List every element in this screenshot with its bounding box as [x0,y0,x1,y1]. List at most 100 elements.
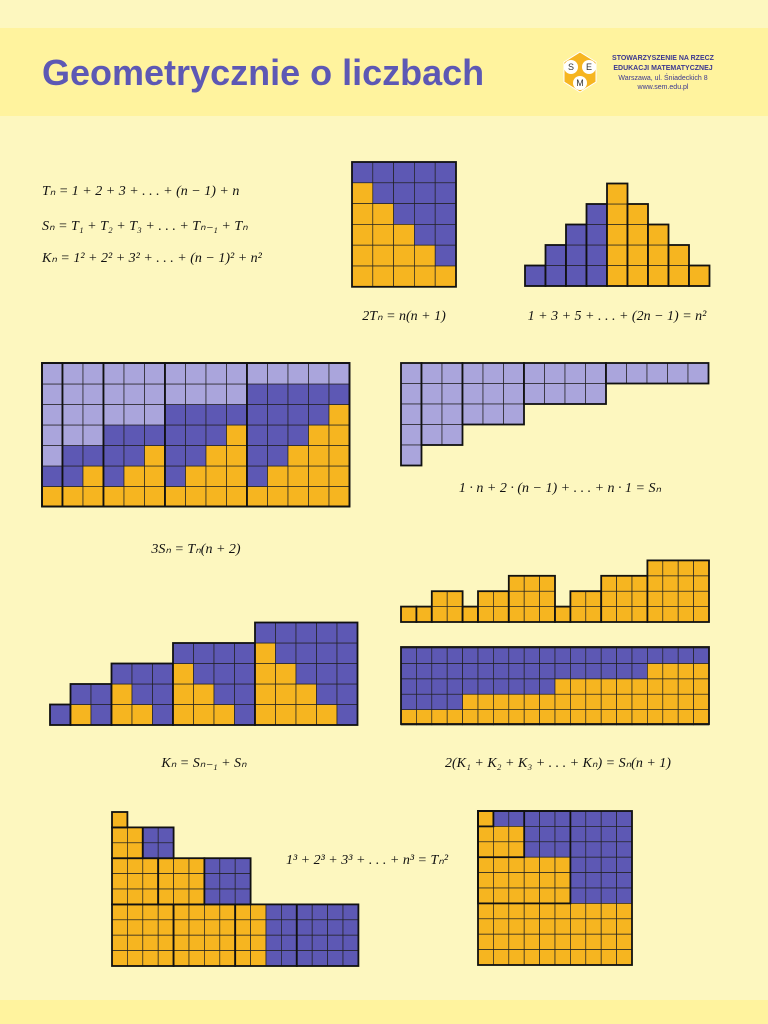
cell [265,919,282,936]
cell [308,486,330,508]
cell [462,709,479,726]
cell [327,934,344,951]
cell [570,678,587,695]
cell [393,265,415,288]
cell [693,575,710,592]
cell [267,424,289,446]
cell [462,647,479,664]
cell [600,709,617,726]
cell [62,404,84,426]
cell [188,919,205,936]
cell [164,424,186,446]
cell [142,919,159,936]
cell [41,383,63,405]
cell [188,888,205,905]
cell [90,683,112,705]
cell [173,873,190,890]
cell [142,873,159,890]
cell [554,918,571,935]
formula: 2(K₁ + K₂ + K₃ + . . . + Kₙ) = Sₙ(n + 1) [445,756,671,771]
cell [336,642,358,664]
block-outline [605,362,710,385]
cell [523,856,540,873]
cell [600,887,617,904]
cell [308,363,330,385]
cell [523,841,540,858]
rectangle-diagram [351,161,457,288]
cell [219,934,236,951]
cell [267,445,289,467]
logo-circle [573,76,587,90]
block-outline [141,826,175,860]
cell [539,709,556,726]
cell [570,663,587,680]
cell [523,663,540,680]
cell [508,693,525,710]
cell [600,693,617,710]
cell [295,642,317,664]
cell [111,663,133,685]
cell [600,826,617,843]
cell [328,424,350,446]
cell [446,647,463,664]
cell [586,265,608,287]
cell [287,445,309,467]
cell [127,934,144,951]
block-outline [477,810,633,966]
cell [508,872,525,889]
cell [627,244,649,266]
cell [523,606,540,623]
cell [219,904,236,921]
cell [316,704,338,726]
formula: Kₙ = 1² + 2² + 3² + . . . + (n − 1)² + n… [41,251,263,266]
cell [508,887,525,904]
cell [554,663,571,680]
cell [431,693,448,710]
cell [250,950,267,967]
cell [414,203,436,225]
tetrahedral-diagram [41,362,351,508]
cell [226,486,248,508]
cell [308,424,330,446]
cell [616,887,633,904]
cell [523,887,540,904]
cell [662,606,679,623]
cell [142,842,159,859]
cell [164,465,186,487]
cell [554,949,571,966]
cell [667,362,689,384]
cell [265,934,282,951]
cell [185,383,207,405]
cell [606,183,628,205]
cell [123,424,145,446]
cell [372,182,394,204]
cell [400,606,417,623]
cell [41,465,63,487]
cell [267,465,289,487]
cell [90,704,112,726]
cell [570,933,587,950]
cell [616,949,633,966]
cell [477,918,494,935]
cell [342,904,359,921]
cell [539,647,556,664]
cell [477,949,494,966]
cell [493,949,510,966]
cell [111,888,128,905]
cell [662,575,679,592]
cell [111,857,128,874]
cell [477,693,494,710]
cell [328,445,350,467]
cell [296,919,313,936]
cell [523,918,540,935]
block-outline [254,621,359,726]
cell [185,486,207,508]
cell [144,383,166,405]
cell [205,486,227,508]
cell [554,647,571,664]
cell [414,224,436,246]
logo: S E M [563,51,597,93]
cell [400,663,417,680]
cell [523,826,540,843]
cell [246,486,268,508]
